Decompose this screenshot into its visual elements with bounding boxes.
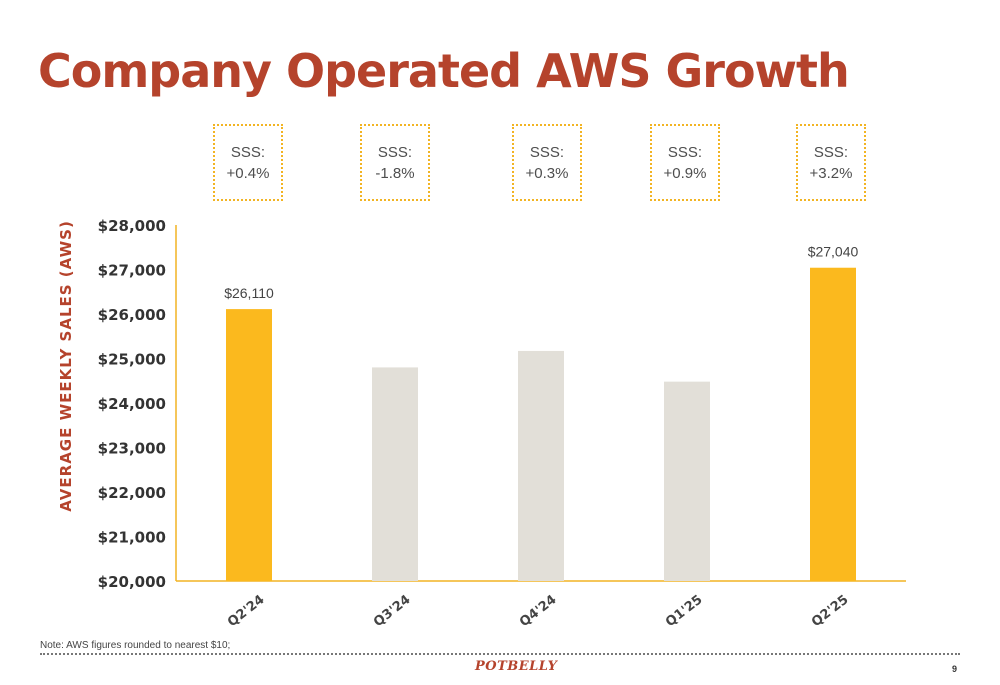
sss-box: SSS: +0.4% xyxy=(213,124,283,201)
sss-label: SSS: xyxy=(377,143,413,161)
sss-label: SSS: xyxy=(667,143,703,161)
sss-label: SSS: xyxy=(813,143,849,161)
y-tick-label: $25,000 xyxy=(98,351,166,369)
bar xyxy=(372,367,418,581)
x-tick-label: Q3'24 xyxy=(371,592,413,630)
y-tick-label: $20,000 xyxy=(98,573,166,591)
sss-box: SSS: +3.2% xyxy=(796,124,866,201)
y-tick-label: $24,000 xyxy=(98,395,166,413)
bar xyxy=(664,381,710,581)
sss-value: +0.3% xyxy=(525,164,569,182)
potbelly-logo: POTBELLY xyxy=(475,659,558,674)
bar xyxy=(226,309,272,581)
bar xyxy=(518,350,564,581)
y-tick-label: $23,000 xyxy=(98,440,166,458)
sss-value: +3.2% xyxy=(809,164,853,182)
sss-box: SSS: +0.9% xyxy=(650,124,720,201)
sss-label: SSS: xyxy=(230,143,266,161)
y-tick-label: $27,000 xyxy=(98,262,166,280)
page-number: 9 xyxy=(952,664,958,674)
y-tick-label: $28,000 xyxy=(98,217,166,235)
sss-box: SSS: -1.8% xyxy=(360,124,430,201)
sss-value: +0.4% xyxy=(226,164,270,182)
slide-title: Company Operated AWS Growth xyxy=(38,44,850,98)
sss-value: -1.8% xyxy=(375,164,415,182)
data-label: $27,040 xyxy=(808,244,859,260)
bar xyxy=(810,267,856,581)
x-tick-label: Q2'25 xyxy=(809,592,851,630)
x-tick-label: Q4'24 xyxy=(517,592,559,630)
bar-chart: $20,000 $21,000 $22,000 $23,000 $24,000 $25,0… xyxy=(98,217,906,630)
sss-value: +0.9% xyxy=(663,164,707,182)
footnote: Note: AWS figures rounded to nearest $10… xyxy=(40,640,231,651)
sss-label: SSS: xyxy=(529,143,565,161)
y-tick-label: $26,000 xyxy=(98,306,166,324)
sss-box: SSS: +0.3% xyxy=(512,124,582,201)
x-tick-label: Q1'25 xyxy=(663,592,705,630)
footer-divider xyxy=(40,653,960,655)
x-tick-label: Q2'24 xyxy=(225,592,267,630)
y-tick-label: $21,000 xyxy=(98,529,166,547)
y-tick-label: $22,000 xyxy=(98,484,166,502)
data-label: $26,110 xyxy=(224,285,274,301)
